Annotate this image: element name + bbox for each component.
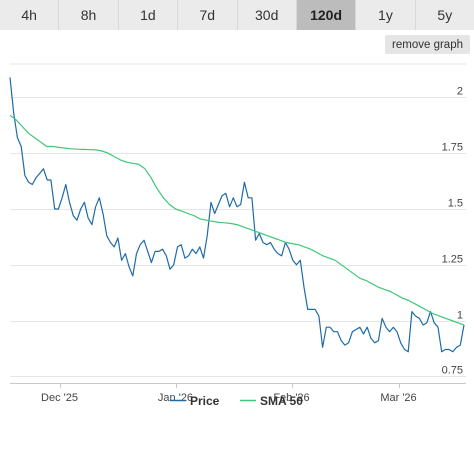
legend-label: Price: [190, 394, 220, 408]
tab-4h[interactable]: 4h: [0, 0, 60, 30]
y-tick-label: 1.75: [442, 142, 463, 154]
grid-lines: [10, 63, 466, 384]
x-tick-label: Mar '26: [380, 392, 416, 404]
sma-50-line: [9, 114, 465, 326]
chart-legend: Price SMA 50: [170, 394, 303, 408]
timeframe-tabs: 4h 8h 1d 7d 30d 120d 1y 5y: [0, 0, 474, 30]
y-tick-label: 1.5: [448, 198, 463, 210]
y-tick-label: 1.25: [442, 254, 463, 266]
legend-item-sma-50[interactable]: SMA 50: [240, 394, 303, 408]
tab-1d[interactable]: 1d: [118, 0, 179, 30]
legend-item-price[interactable]: Price: [170, 394, 220, 408]
price-line: [9, 77, 465, 353]
y-tick-label: 0.75: [442, 365, 463, 377]
tab-7d[interactable]: 7d: [178, 0, 238, 30]
series-lines: [9, 77, 465, 353]
tab-120d[interactable]: 120d: [296, 0, 357, 30]
x-tick-label: Feb '26: [273, 392, 309, 404]
tab-8h[interactable]: 8h: [59, 0, 119, 30]
legend-label: SMA 50: [260, 394, 303, 408]
x-axis-ticks: Dec '25 Jan '26 Feb '26 Mar '26: [41, 383, 417, 404]
x-tick-label: Dec '25: [41, 392, 78, 404]
y-axis-ticks: 0.75 1 1.25 1.5 1.75 2: [442, 86, 463, 377]
tab-30d[interactable]: 30d: [237, 0, 297, 30]
y-tick-label: 1: [457, 310, 463, 322]
y-tick-label: 2: [457, 86, 463, 98]
x-tick-label: Jan '26: [158, 392, 193, 404]
tab-1y[interactable]: 1y: [356, 0, 416, 30]
remove-graph-button[interactable]: remove graph: [385, 35, 470, 54]
tab-5y[interactable]: 5y: [415, 0, 474, 30]
